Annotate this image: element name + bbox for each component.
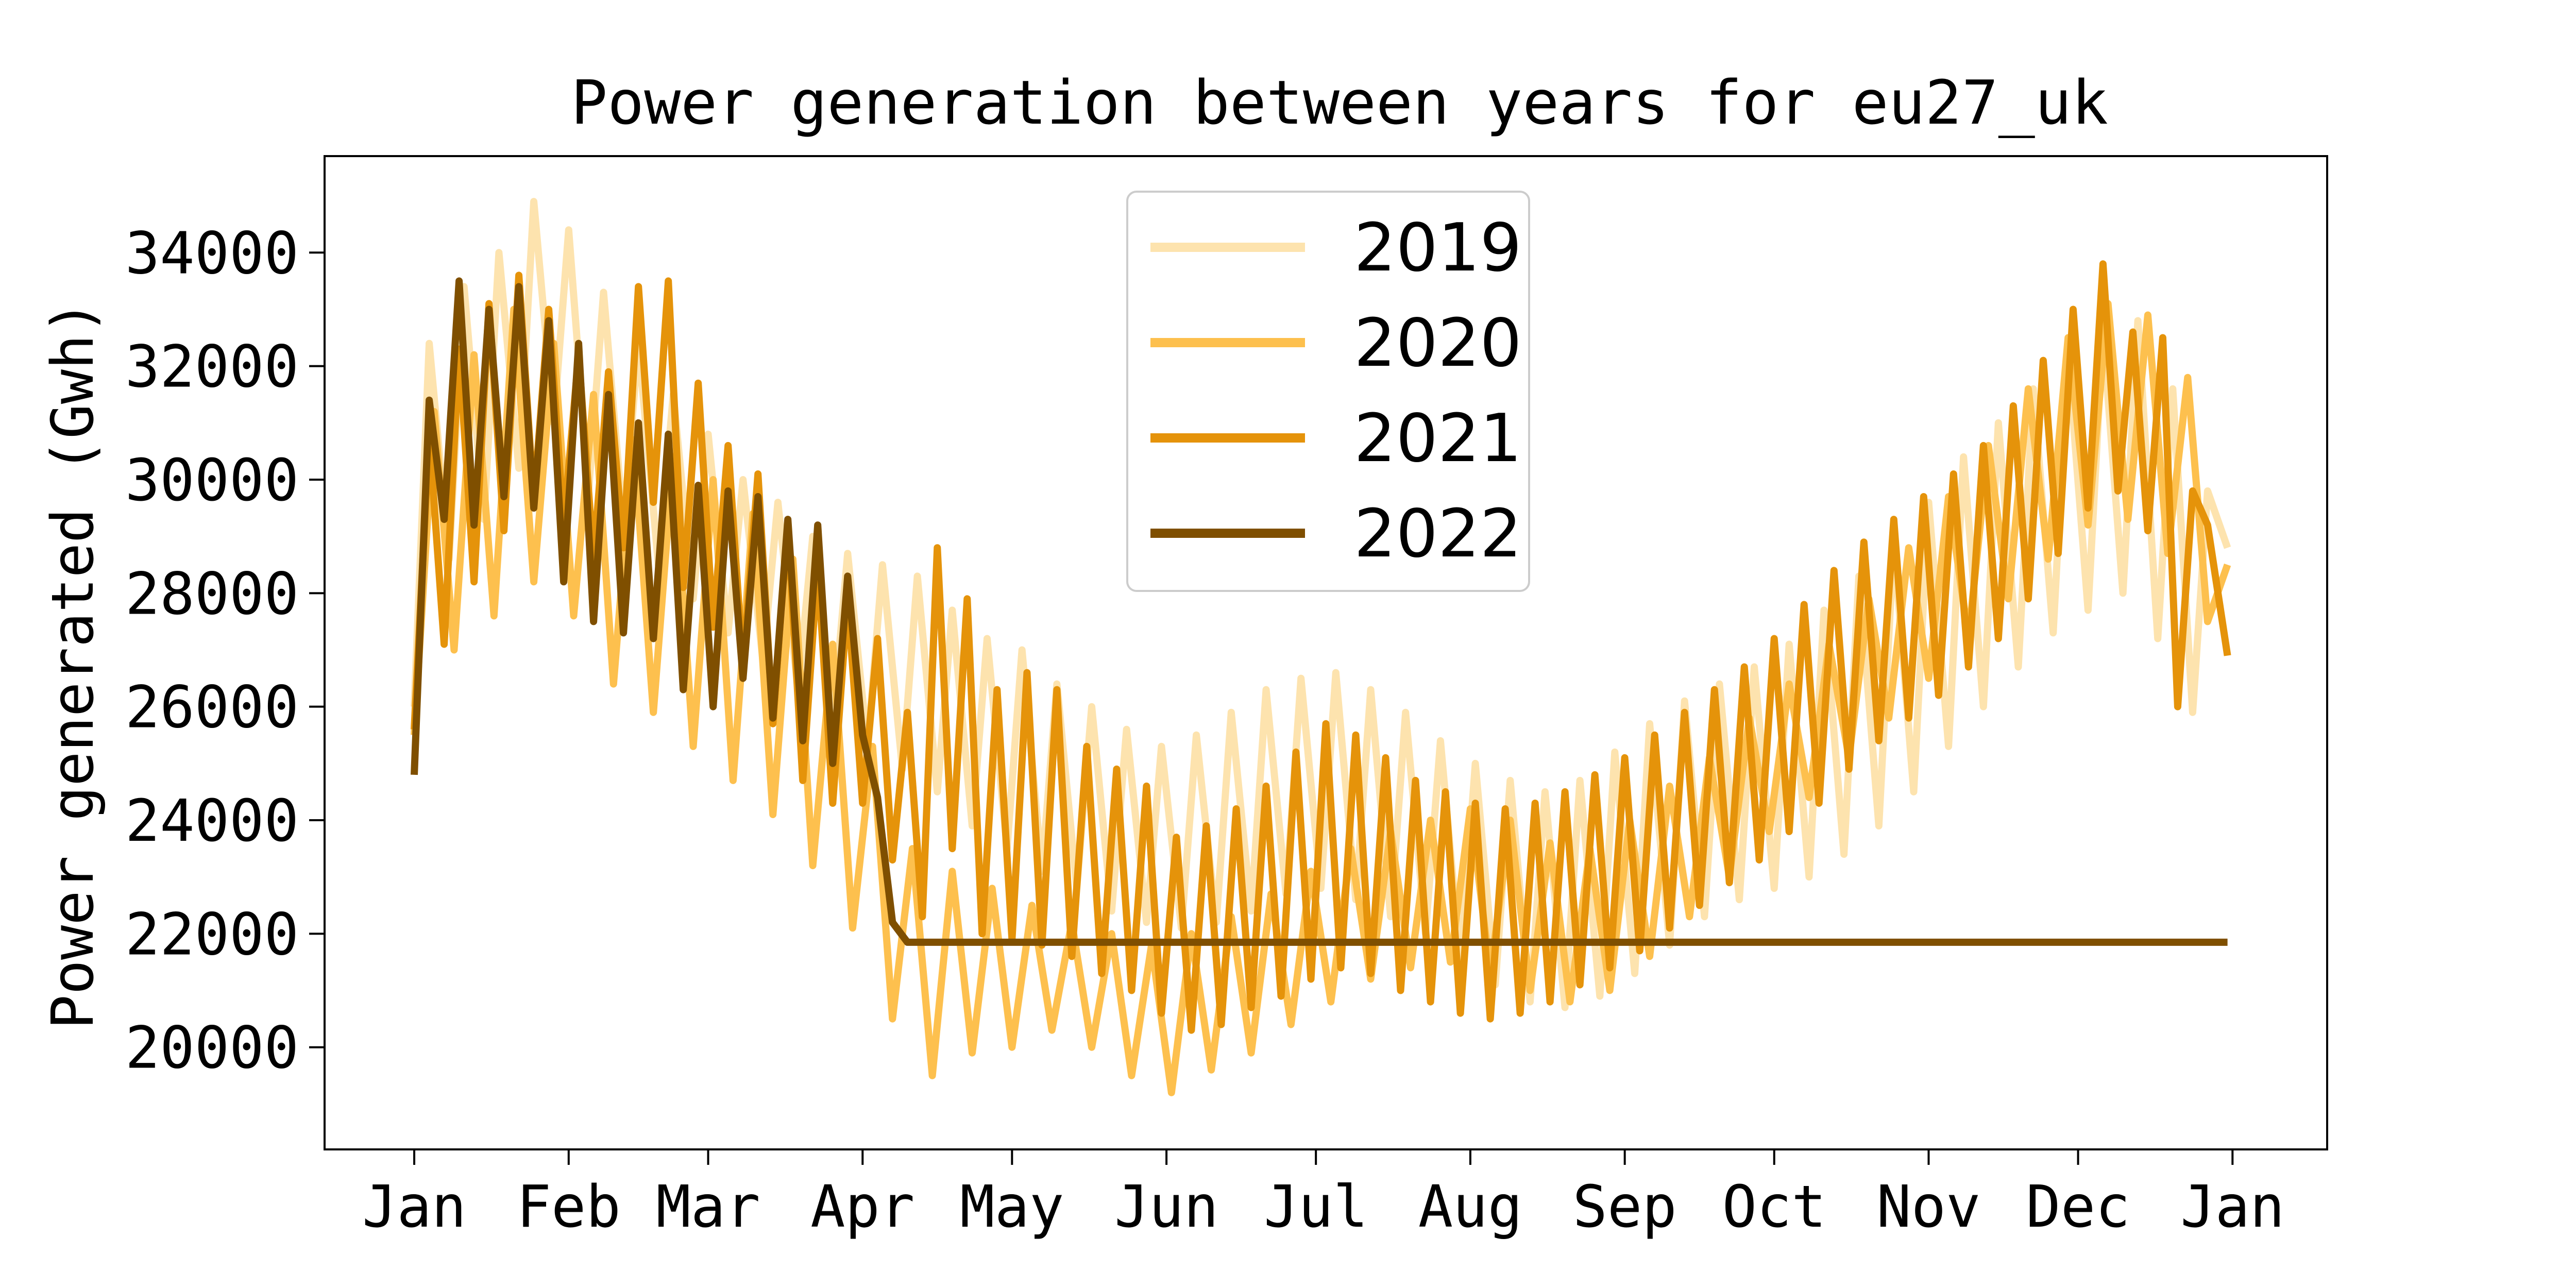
- y-tick-label: 24000: [125, 788, 299, 855]
- x-tick-label: May: [960, 1174, 1064, 1241]
- legend: 2019 2020 2021 2022: [1126, 191, 1530, 592]
- y-axis-title: Power generated (Gwh): [40, 300, 107, 1029]
- y-axis: 20000 22000 24000 26000 28000 30000 32000 34000: [125, 220, 325, 1082]
- y-tick-label: 34000: [125, 220, 299, 287]
- y-tick-label: 26000: [125, 674, 299, 741]
- y-tick-label: 22000: [125, 901, 299, 968]
- x-axis: Jan Feb Mar Apr May Jun Jul Aug Sep Oct Nov Dec Jan: [362, 1149, 2284, 1241]
- chart-title: Power generation between years for eu27_…: [571, 67, 2108, 138]
- x-tick-label: Mar: [656, 1174, 760, 1241]
- y-tick-label: 20000: [125, 1015, 299, 1082]
- x-tick-label: Jan: [2180, 1174, 2284, 1241]
- x-tick-label: Jun: [1114, 1174, 1218, 1241]
- plot-frame: [324, 155, 2328, 1150]
- x-tick-label: Jul: [1264, 1174, 1368, 1241]
- x-tick-label: Oct: [1722, 1174, 1826, 1241]
- x-tick-label: Dec: [2026, 1174, 2130, 1241]
- y-tick-label: 32000: [125, 334, 299, 401]
- x-tick-label: Nov: [1876, 1174, 1980, 1241]
- series-line-2021: [411, 260, 2231, 1034]
- legend-box: [1126, 191, 1530, 592]
- x-tick-label: Apr: [810, 1174, 914, 1241]
- x-tick-label: Aug: [1418, 1174, 1522, 1241]
- y-tick-label: 28000: [125, 561, 299, 628]
- legend-label-2019: 2019: [1354, 210, 1522, 286]
- series-line-2020: [411, 300, 2231, 1096]
- legend-label-2020: 2020: [1354, 305, 1522, 382]
- x-tick-label: Jan: [362, 1174, 466, 1241]
- plot-area: [411, 198, 2231, 1096]
- series-line-2022: [411, 277, 2228, 946]
- y-tick-label: 30000: [125, 447, 299, 514]
- legend-label-2022: 2022: [1354, 496, 1522, 572]
- x-tick-label: Feb: [517, 1174, 621, 1241]
- x-tick-label: Sep: [1573, 1174, 1677, 1241]
- legend-label-2021: 2021: [1354, 400, 1522, 477]
